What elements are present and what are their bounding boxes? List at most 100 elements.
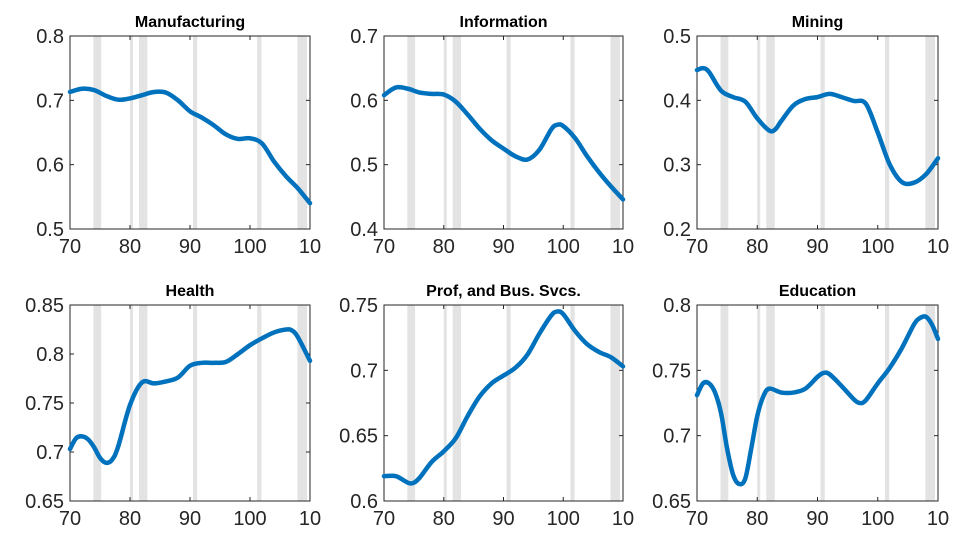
y-tick-label: 0.5	[350, 155, 378, 177]
x-tick-label: 100	[547, 508, 580, 530]
x-tick-label: 100	[233, 508, 266, 530]
series-line	[381, 309, 626, 486]
recession-band	[720, 305, 729, 501]
x-tick-label: 70	[373, 508, 395, 530]
recession-band	[443, 305, 447, 501]
x-tick-label: 10	[299, 508, 321, 530]
x-tick-label: 10	[612, 508, 634, 530]
recession-band	[297, 36, 307, 229]
x-tick-label: 90	[492, 508, 514, 530]
recession-band	[506, 36, 511, 229]
x-tick-label: 100	[233, 236, 266, 258]
x-tick-label: 70	[686, 508, 708, 530]
y-tick-label: 0.8	[663, 295, 691, 317]
y-tick-label: 0.6	[350, 90, 378, 112]
x-tick-label: 70	[59, 508, 81, 530]
recession-band	[452, 36, 462, 229]
y-tick-label: 0.5	[36, 219, 64, 241]
subplot-1: Manufacturing 0.5 0.6 0.7 0.8 70 80 90 100 10	[36, 14, 321, 258]
recession-band	[610, 36, 621, 229]
y-tick-label: 0.7	[350, 26, 378, 48]
axes-box	[696, 35, 939, 230]
recession-band	[257, 305, 262, 501]
recession-band	[93, 305, 102, 501]
recession-band	[407, 36, 416, 229]
y-tick-label: 0.8	[36, 26, 64, 48]
y-tick-label: 0.5	[663, 26, 691, 48]
recession-band	[257, 36, 262, 229]
recession-band	[720, 36, 729, 229]
x-tick-label: 10	[299, 236, 321, 258]
x-tick-label: 100	[861, 508, 894, 530]
recession-band	[130, 36, 133, 229]
recession-band	[452, 305, 462, 501]
y-tick-label: 0.7	[36, 442, 64, 464]
y-tick-label: 0.6	[36, 155, 64, 177]
recession-band	[139, 36, 148, 229]
y-tick-label: 0.7	[36, 90, 64, 112]
subplot-title: Health	[166, 283, 215, 300]
recession-band	[925, 305, 935, 501]
subplot-title: Mining	[792, 14, 844, 31]
recession-band	[443, 36, 447, 229]
x-tick-label: 80	[119, 508, 141, 530]
recession-band	[820, 36, 825, 229]
axes-box	[69, 35, 311, 230]
subplot-5: Prof, and Bus. Svcs. 0.6 0.65 0.7 0.75 70 80 90…	[339, 283, 634, 530]
y-tick-label: 0.4	[350, 219, 378, 241]
x-tick-label: 90	[179, 236, 201, 258]
recession-band	[884, 36, 890, 229]
subplot-title: Information	[460, 14, 548, 31]
y-tick-label: 0.85	[25, 295, 64, 317]
x-tick-label: 70	[686, 236, 708, 258]
recession-band	[193, 305, 198, 501]
y-tick-label: 0.6	[350, 491, 378, 513]
recession-band	[925, 36, 935, 229]
x-tick-label: 80	[433, 236, 455, 258]
y-tick-label: 0.75	[652, 360, 691, 382]
y-tick-label: 0.7	[663, 426, 691, 448]
subplot-title: Manufacturing	[135, 14, 245, 31]
subplot-6: Education 0.65 0.7 0.75 0.8 70 80 90 100 10	[652, 283, 949, 530]
recession-band	[884, 305, 890, 501]
x-tick-label: 80	[746, 236, 768, 258]
recession-band	[407, 305, 416, 501]
x-tick-label: 90	[806, 508, 828, 530]
recession-band	[820, 305, 825, 501]
x-tick-label: 80	[746, 508, 768, 530]
x-tick-label: 70	[373, 236, 395, 258]
recession-band	[757, 36, 761, 229]
x-tick-label: 90	[179, 508, 201, 530]
recession-band	[139, 305, 148, 501]
subplot-title: Prof, and Bus. Svcs.	[426, 283, 581, 300]
x-tick-label: 100	[547, 236, 580, 258]
y-tick-label: 0.75	[339, 295, 378, 317]
recession-band	[297, 305, 307, 501]
subplot-title: Education	[779, 283, 856, 300]
y-tick-label: 0.7	[350, 360, 378, 382]
y-tick-label: 0.4	[663, 90, 691, 112]
series-line	[381, 84, 626, 202]
x-tick-label: 100	[861, 236, 894, 258]
subplot-3: Mining 0.2 0.3 0.4 0.5 70 80 90 100 10	[663, 14, 949, 258]
recession-band	[570, 305, 575, 501]
y-tick-label: 0.65	[339, 426, 378, 448]
x-tick-label: 70	[59, 236, 81, 258]
y-tick-label: 0.3	[663, 155, 691, 177]
x-tick-label: 80	[119, 236, 141, 258]
series-line	[694, 65, 941, 187]
subplot-2: Information 0.4 0.5 0.6 0.7 70 80 90 100 10	[350, 14, 634, 258]
recession-band	[193, 36, 198, 229]
series-line	[67, 327, 313, 466]
x-tick-label: 90	[492, 236, 514, 258]
series-line	[694, 314, 941, 487]
x-tick-label: 90	[806, 236, 828, 258]
axes-box	[383, 35, 624, 230]
x-tick-label: 80	[433, 508, 455, 530]
recession-band	[93, 36, 102, 229]
recession-band	[766, 305, 775, 501]
axes-box	[383, 304, 624, 502]
y-tick-label: 0.75	[25, 393, 64, 415]
series-line	[67, 86, 313, 206]
